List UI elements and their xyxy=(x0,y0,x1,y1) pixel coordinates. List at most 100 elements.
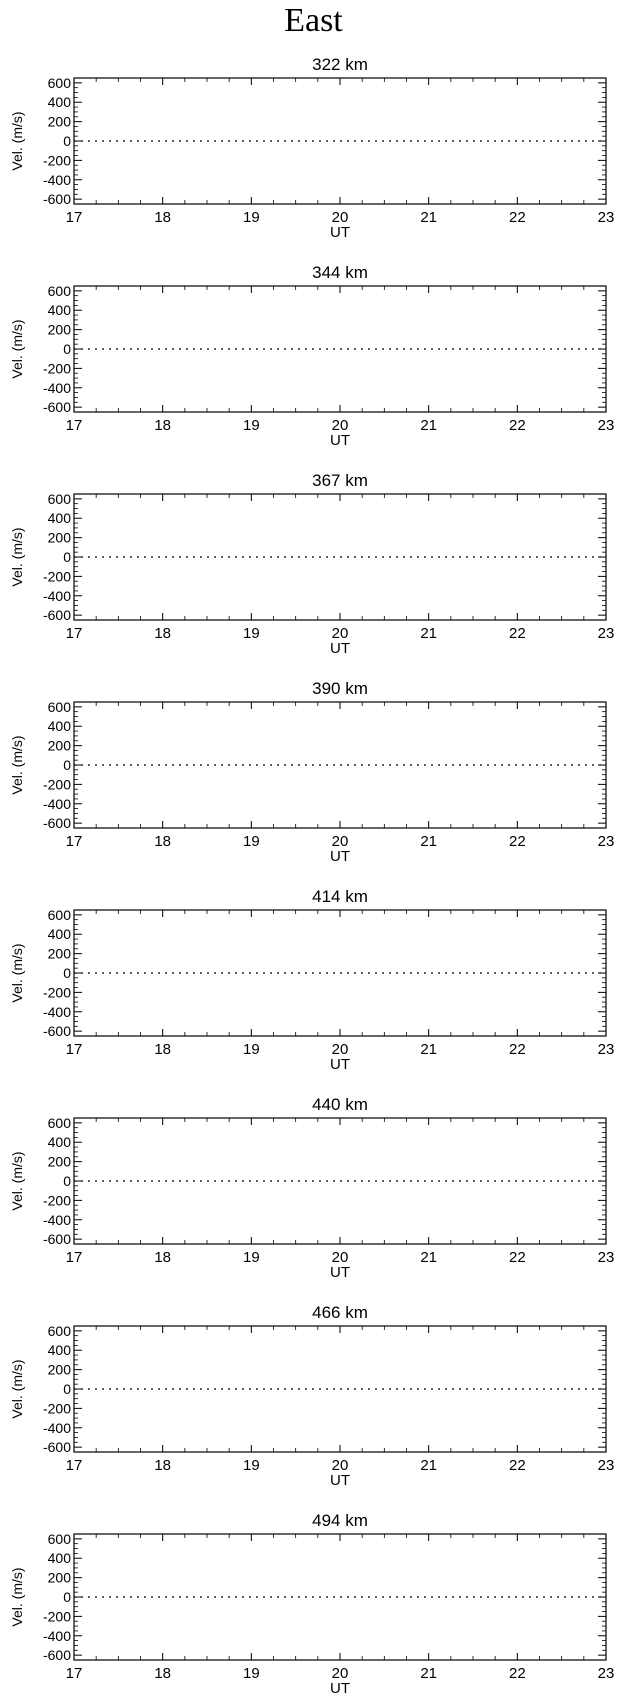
figure-title: East xyxy=(284,2,343,39)
x-tick-label: 20 xyxy=(332,1041,349,1058)
x-tick-label: 23 xyxy=(598,417,615,434)
y-tick-label: -200 xyxy=(43,776,71,792)
y-tick-label: -600 xyxy=(43,1439,71,1455)
y-tick-label: -600 xyxy=(43,815,71,831)
y-tick-label: 0 xyxy=(63,757,71,773)
x-tick-label: 19 xyxy=(243,1249,260,1266)
x-axis-label: UT xyxy=(330,1680,350,1697)
y-tick-label: 0 xyxy=(63,341,71,357)
y-tick-label: -400 xyxy=(43,1420,71,1436)
x-tick-label: 21 xyxy=(420,1041,437,1058)
x-tick-label: 17 xyxy=(66,1249,83,1266)
y-tick-label: -200 xyxy=(43,984,71,1000)
y-tick-label: 200 xyxy=(48,530,72,546)
x-tick-label: 22 xyxy=(509,1665,526,1682)
panel-title: 367 km xyxy=(312,471,368,490)
x-tick-label: 19 xyxy=(243,209,260,226)
x-tick-label: 22 xyxy=(509,1457,526,1474)
y-tick-label: 600 xyxy=(48,1531,72,1547)
y-tick-label: 200 xyxy=(48,1362,72,1378)
panel-title: 466 km xyxy=(312,1303,368,1322)
y-tick-label: -400 xyxy=(43,1212,71,1228)
y-tick-label: -400 xyxy=(43,796,71,812)
x-tick-label: 22 xyxy=(509,833,526,850)
x-axis-label: UT xyxy=(330,1056,350,1073)
x-tick-label: 20 xyxy=(332,833,349,850)
y-tick-label: 600 xyxy=(48,283,72,299)
x-tick-label: 20 xyxy=(332,1457,349,1474)
x-tick-label: 22 xyxy=(509,417,526,434)
chart-panel: 440 km 17 18 19 20 21 22 23 UT 600 400 200 0 -200 -400… xyxy=(9,1095,614,1281)
x-tick-label: 19 xyxy=(243,1041,260,1058)
y-tick-label: 600 xyxy=(48,1323,72,1339)
x-axis-label: UT xyxy=(330,1264,350,1281)
y-tick-label: -600 xyxy=(43,191,71,207)
y-tick-label: -400 xyxy=(43,172,71,188)
y-tick-label: 200 xyxy=(48,738,72,754)
x-tick-label: 18 xyxy=(154,1249,171,1266)
x-tick-label: 22 xyxy=(509,1249,526,1266)
x-tick-label: 20 xyxy=(332,1249,349,1266)
chart-panel: 367 km 17 18 19 20 21 22 23 UT 600 400 200 0 -200 -400… xyxy=(9,471,614,657)
y-axis-label: Vel. (m/s) xyxy=(9,111,25,170)
x-tick-label: 22 xyxy=(509,1041,526,1058)
y-tick-label: 0 xyxy=(63,965,71,981)
x-axis-label: UT xyxy=(330,224,350,241)
x-tick-label: 17 xyxy=(66,833,83,850)
y-tick-label: -400 xyxy=(43,588,71,604)
y-axis-label: Vel. (m/s) xyxy=(9,319,25,378)
y-tick-label: 0 xyxy=(63,1589,71,1605)
y-tick-label: 400 xyxy=(48,926,72,942)
chart-panel: 414 km 17 18 19 20 21 22 23 UT 600 400 200 0 -200 -400… xyxy=(9,887,614,1073)
x-tick-label: 19 xyxy=(243,417,260,434)
y-tick-label: 400 xyxy=(48,510,72,526)
x-tick-label: 18 xyxy=(154,1665,171,1682)
y-axis-label: Vel. (m/s) xyxy=(9,1567,25,1626)
y-tick-label: 0 xyxy=(63,549,71,565)
x-tick-label: 21 xyxy=(420,209,437,226)
x-tick-label: 18 xyxy=(154,1457,171,1474)
x-tick-label: 21 xyxy=(420,1457,437,1474)
y-tick-label: 600 xyxy=(48,1115,72,1131)
y-tick-label: 600 xyxy=(48,491,72,507)
x-tick-label: 19 xyxy=(243,833,260,850)
y-tick-label: 200 xyxy=(48,1570,72,1586)
x-tick-label: 18 xyxy=(154,1041,171,1058)
panel-title: 414 km xyxy=(312,887,368,906)
y-tick-label: -600 xyxy=(43,607,71,623)
x-tick-label: 23 xyxy=(598,209,615,226)
y-tick-label: 200 xyxy=(48,114,72,130)
panel-title: 390 km xyxy=(312,679,368,698)
y-tick-label: 200 xyxy=(48,1154,72,1170)
y-tick-label: -400 xyxy=(43,1628,71,1644)
y-axis-label: Vel. (m/s) xyxy=(9,1359,25,1418)
chart-panel: 494 km 17 18 19 20 21 22 23 UT 600 400 200 0 -200 -400… xyxy=(9,1511,614,1697)
x-tick-label: 23 xyxy=(598,625,615,642)
y-tick-label: 400 xyxy=(48,1550,72,1566)
y-tick-label: 600 xyxy=(48,907,72,923)
x-axis-label: UT xyxy=(330,432,350,449)
x-tick-label: 18 xyxy=(154,209,171,226)
chart-panel: 466 km 17 18 19 20 21 22 23 UT 600 400 200 0 -200 -400… xyxy=(9,1303,614,1489)
x-tick-label: 20 xyxy=(332,625,349,642)
y-tick-label: 200 xyxy=(48,946,72,962)
x-tick-label: 17 xyxy=(66,1457,83,1474)
chart-panel: 322 km 17 18 19 20 21 22 23 UT 600 400 200 0 -200 -400… xyxy=(9,55,614,241)
x-tick-label: 23 xyxy=(598,1457,615,1474)
panel-title: 440 km xyxy=(312,1095,368,1114)
y-tick-label: 0 xyxy=(63,1173,71,1189)
y-tick-label: -200 xyxy=(43,568,71,584)
y-tick-label: 0 xyxy=(63,133,71,149)
x-tick-label: 19 xyxy=(243,1665,260,1682)
x-tick-label: 20 xyxy=(332,417,349,434)
x-tick-label: 18 xyxy=(154,625,171,642)
y-tick-label: -600 xyxy=(43,1231,71,1247)
y-tick-label: -200 xyxy=(43,1400,71,1416)
x-tick-label: 21 xyxy=(420,1665,437,1682)
x-tick-label: 23 xyxy=(598,1249,615,1266)
y-tick-label: 200 xyxy=(48,322,72,338)
x-tick-label: 19 xyxy=(243,625,260,642)
y-tick-label: 400 xyxy=(48,94,72,110)
